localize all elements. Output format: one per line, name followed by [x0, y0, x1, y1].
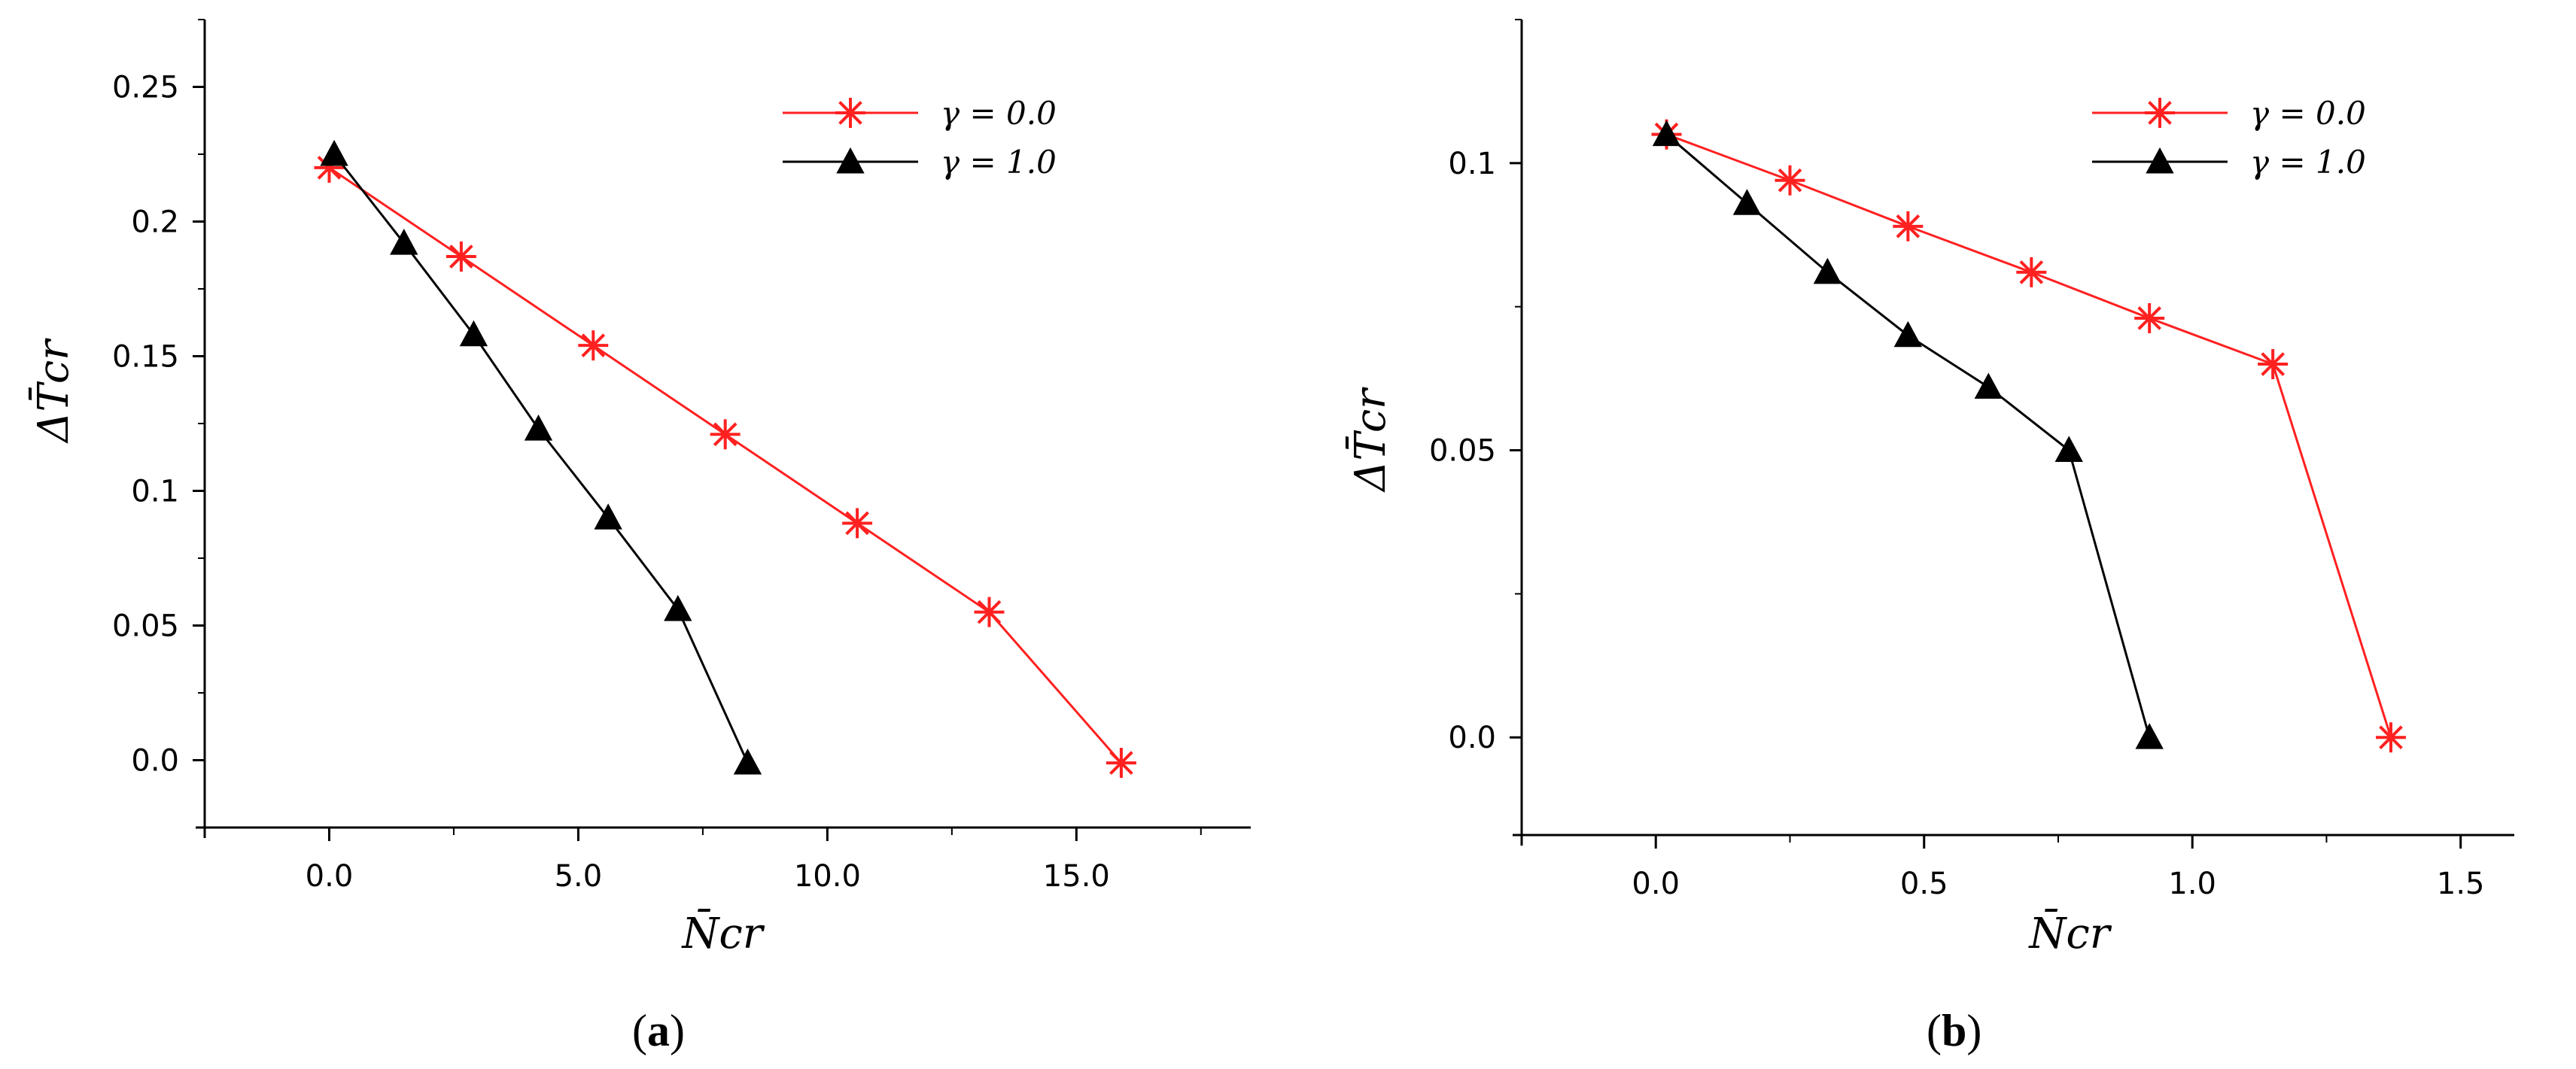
legend-marker — [2145, 98, 2175, 128]
legend-label: γ = 0.0 — [941, 95, 1057, 132]
legend-marker — [836, 147, 865, 174]
data-point — [2376, 722, 2407, 753]
legend-label: γ = 0.0 — [2250, 95, 2366, 132]
x-tick-label: 15.0 — [1043, 859, 1110, 894]
data-point — [2134, 302, 2165, 333]
legend-marker — [2146, 147, 2174, 174]
y-tick-label: 0.0 — [1448, 721, 1496, 755]
y-tick-label: 0.05 — [1429, 434, 1496, 469]
data-point — [1974, 372, 2003, 399]
data-point — [524, 415, 553, 441]
data-point — [390, 229, 418, 255]
y-axis-title: ΔT̄cr — [1345, 387, 1395, 493]
y-tick-label: 0.1 — [131, 475, 179, 509]
y-tick-label: 0.15 — [112, 340, 179, 375]
panel-a: 0.0 0.05 0.1 0.15 0.2 0.25 0.0 5.0 10.0 15.0 N̄cr Δ… — [28, 19, 1251, 1055]
y-tick-label: 0.1 — [1448, 147, 1496, 181]
legend-marker — [835, 98, 865, 128]
data-point — [1813, 257, 1842, 284]
panel-label: (a) — [632, 1006, 685, 1055]
data-point — [594, 503, 622, 530]
legend-item: γ = 0.0 — [783, 95, 1057, 132]
data-point — [2054, 436, 2083, 462]
y-tick-label: 0.2 — [131, 205, 179, 240]
data-point — [2258, 349, 2289, 380]
data-point — [664, 594, 692, 621]
x-tick-label: 0.0 — [306, 859, 354, 894]
x-tick-label: 0.5 — [1900, 867, 1948, 901]
legend-label: γ = 1.0 — [941, 144, 1057, 181]
x-axis-title: N̄cr — [2027, 908, 2112, 958]
y-tick-label: 0.25 — [112, 71, 179, 105]
x-tick-label: 1.0 — [2168, 867, 2216, 901]
data-point — [1775, 165, 1805, 196]
x-axis-title: N̄cr — [680, 908, 765, 958]
x-tick-label: 10.0 — [794, 859, 861, 894]
data-point — [578, 330, 609, 361]
legend-item: γ = 0.0 — [2092, 95, 2366, 132]
data-point — [1652, 120, 1681, 147]
legend-label: γ = 1.0 — [2250, 144, 2366, 181]
legend-item: γ = 1.0 — [783, 144, 1057, 181]
data-point — [459, 320, 488, 347]
x-tick-label: 0.0 — [1632, 867, 1680, 901]
data-point — [733, 748, 762, 775]
data-point — [2016, 257, 2047, 287]
data-point — [320, 139, 348, 166]
data-point — [1106, 748, 1136, 779]
data-point — [710, 419, 741, 450]
y-tick-label: 0.05 — [112, 609, 179, 644]
x-tick-label: 1.5 — [2437, 867, 2485, 901]
data-point — [842, 508, 873, 539]
y-axis-title: ΔT̄cr — [28, 338, 78, 444]
data-point — [1732, 189, 1762, 215]
panel-label: (b) — [1927, 1006, 1981, 1055]
y-tick-label: 0.0 — [131, 744, 179, 779]
data-point — [1893, 211, 1924, 241]
panel-b: 0.0 0.05 0.1 0.0 0.5 1.0 1.5 N̄cr ΔT̄cr γ = 0.0 γ … — [1345, 19, 2514, 1055]
data-point — [2135, 723, 2164, 749]
legend-item: γ = 1.0 — [2092, 144, 2366, 181]
data-point — [446, 241, 476, 272]
x-tick-label: 5.0 — [555, 859, 603, 894]
data-point — [1893, 320, 1923, 348]
data-point — [974, 597, 1005, 627]
